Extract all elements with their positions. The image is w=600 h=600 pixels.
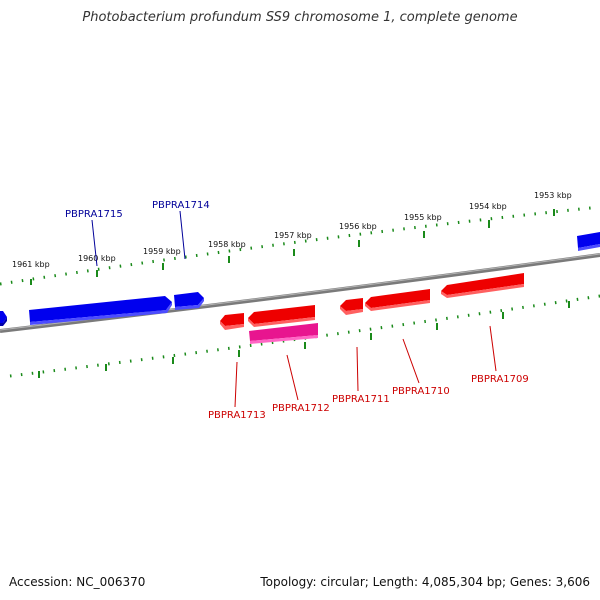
- map-title: Photobacterium profundum SS9 chromosome …: [82, 10, 518, 25]
- gene-arrow-pbpra1714-shadow: [175, 298, 204, 310]
- gene-label-pbpra1710[interactable]: PBPRA1710: [392, 386, 450, 397]
- gene-arrow-pbpra1712[interactable]: [248, 305, 315, 324]
- kbp-label-1961: 1961 kbp: [12, 260, 50, 269]
- gene-arrow-left-edge[interactable]: [0, 311, 7, 323]
- kbp-label-1953: 1953 kbp: [534, 191, 572, 200]
- gene-arrow-pbpra1715[interactable]: [29, 296, 172, 322]
- gene-label-pbpra1714[interactable]: PBPRA1714: [152, 200, 210, 211]
- gene-arrow-left-edge-shadow: [0, 317, 7, 326]
- forward-genes: [0, 232, 600, 326]
- gene-arrow-pbpra1714[interactable]: [174, 292, 204, 307]
- leader-pbpra1712: [286, 354, 299, 401]
- gene-label-pbpra1709[interactable]: PBPRA1709: [471, 374, 529, 385]
- gene-arrow-pbpra1711[interactable]: [340, 298, 363, 311]
- kbp-label-1957: 1957 kbp: [274, 231, 312, 240]
- leader-pbpra1714: [179, 210, 186, 260]
- kbp-label-1955: 1955 kbp: [404, 213, 442, 222]
- label-leaders: [91, 210, 497, 408]
- gene-arrow-pbpra1712-alt[interactable]: [249, 323, 318, 341]
- leader-pbpra1710: [402, 338, 420, 384]
- gene-arrow-right-edge-shadow: [578, 244, 600, 251]
- kbp-label-1960: 1960 kbp: [78, 254, 116, 263]
- gene-arrow-pbpra1709[interactable]: [441, 273, 524, 295]
- kbp-label-1959: 1959 kbp: [143, 247, 181, 256]
- gene-label-pbpra1713[interactable]: PBPRA1713: [208, 410, 266, 421]
- gene-arrow-pbpra1713[interactable]: [220, 313, 244, 326]
- leader-pbpra1715: [91, 219, 98, 267]
- leader-pbpra1709: [489, 325, 497, 372]
- gene-arrow-pbpra1715-shadow: [30, 302, 172, 325]
- gene-arrow-pbpra1710[interactable]: [365, 289, 430, 308]
- gene-arrow-pbpra1711-shadow: [340, 306, 363, 315]
- gene-arrow-pbpra1712-shadow: [248, 317, 315, 327]
- leader-pbpra1711: [356, 346, 359, 392]
- gene-label-pbpra1711[interactable]: PBPRA1711: [332, 394, 390, 405]
- gene-arrow-pbpra1709-shadow: [441, 284, 524, 298]
- chromosome-backbone: [0, 253, 600, 333]
- inner-tick-ruler: [9, 294, 600, 378]
- gene-label-pbpra1715[interactable]: PBPRA1715: [65, 209, 123, 220]
- leader-pbpra1713: [234, 361, 238, 408]
- accession-text: Accession: NC_006370: [9, 575, 146, 589]
- kbp-label-1958: 1958 kbp: [208, 240, 246, 249]
- gene-arrow-right-edge[interactable]: [577, 232, 600, 248]
- outer-tick-ruler: 1961 kbp 1960 kbp 1959 kbp 1958 kbp 1957…: [0, 191, 600, 286]
- gene-label-pbpra1712[interactable]: PBPRA1712: [272, 403, 330, 414]
- genome-summary-text: Topology: circular; Length: 4,085,304 bp…: [260, 575, 590, 589]
- kbp-label-1954: 1954 kbp: [469, 202, 507, 211]
- gene-arrow-pbpra1710-shadow: [365, 300, 430, 311]
- gene-arrow-pbpra1712-alt-shadow: [250, 335, 318, 344]
- reverse-genes: [220, 273, 524, 344]
- kbp-label-1956: 1956 kbp: [339, 222, 377, 231]
- gene-arrow-pbpra1713-shadow: [220, 321, 244, 330]
